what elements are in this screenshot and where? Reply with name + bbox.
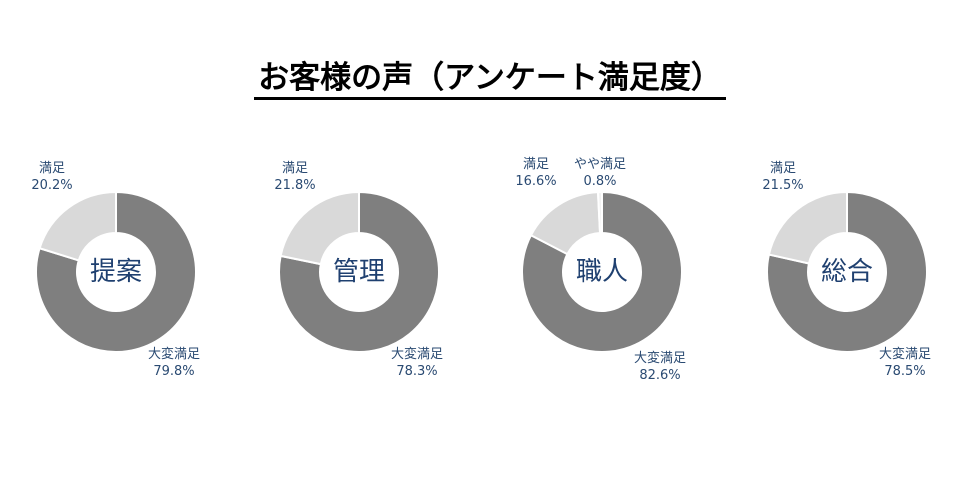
slice-value: 78.5%: [884, 364, 925, 379]
donut-slice: [278, 190, 440, 353]
slice-value: 20.2%: [31, 178, 72, 193]
donut-slice: [767, 190, 848, 265]
center-label: 総合: [821, 257, 873, 287]
slice-value: 78.3%: [396, 364, 437, 379]
slice-value: 0.8%: [583, 174, 616, 189]
chart-title-text: お客様の声（アンケート満足度）: [254, 60, 726, 100]
slice-label: 大変満足: [634, 350, 686, 366]
slice-label: 大変満足: [391, 346, 443, 362]
slice-label: やや満足: [574, 157, 626, 172]
slice-value: 82.6%: [639, 368, 680, 383]
chart-title: お客様の声（アンケート満足度）: [0, 52, 980, 100]
slice-label: 満足: [282, 161, 308, 176]
donut-slice: [279, 190, 360, 266]
center-label: 提案: [90, 257, 142, 287]
donut-slice: [596, 190, 603, 235]
center-label: 管理: [333, 257, 385, 287]
slice-label: 満足: [770, 161, 796, 176]
donut-slice: [38, 190, 117, 262]
donut-chart-提案: 大変満足 79.8% 満足 20.2% 提案: [31, 161, 200, 379]
slice-label: 満足: [39, 161, 65, 176]
donut-chart-総合: 大変満足 78.5% 満足 21.5% 総合: [762, 161, 931, 379]
donut-slice: [521, 190, 683, 353]
donut-chart-管理: 大変満足 78.3% 満足 21.8% 管理: [274, 161, 443, 379]
slice-label: 大変満足: [148, 346, 200, 362]
center-label: 職人: [576, 257, 628, 287]
slice-label: 満足: [523, 157, 549, 172]
slice-label: 大変満足: [879, 346, 931, 362]
slice-value: 79.8%: [153, 364, 194, 379]
slice-value: 21.5%: [762, 178, 803, 193]
slice-value: 16.6%: [515, 174, 556, 189]
donut-slice: [35, 190, 197, 353]
donut-chart-職人: 大変満足 82.6% 満足 16.6% やや満足 0.8% 職人: [515, 157, 686, 383]
slice-value: 21.8%: [274, 178, 315, 193]
donut-slice: [766, 190, 928, 353]
